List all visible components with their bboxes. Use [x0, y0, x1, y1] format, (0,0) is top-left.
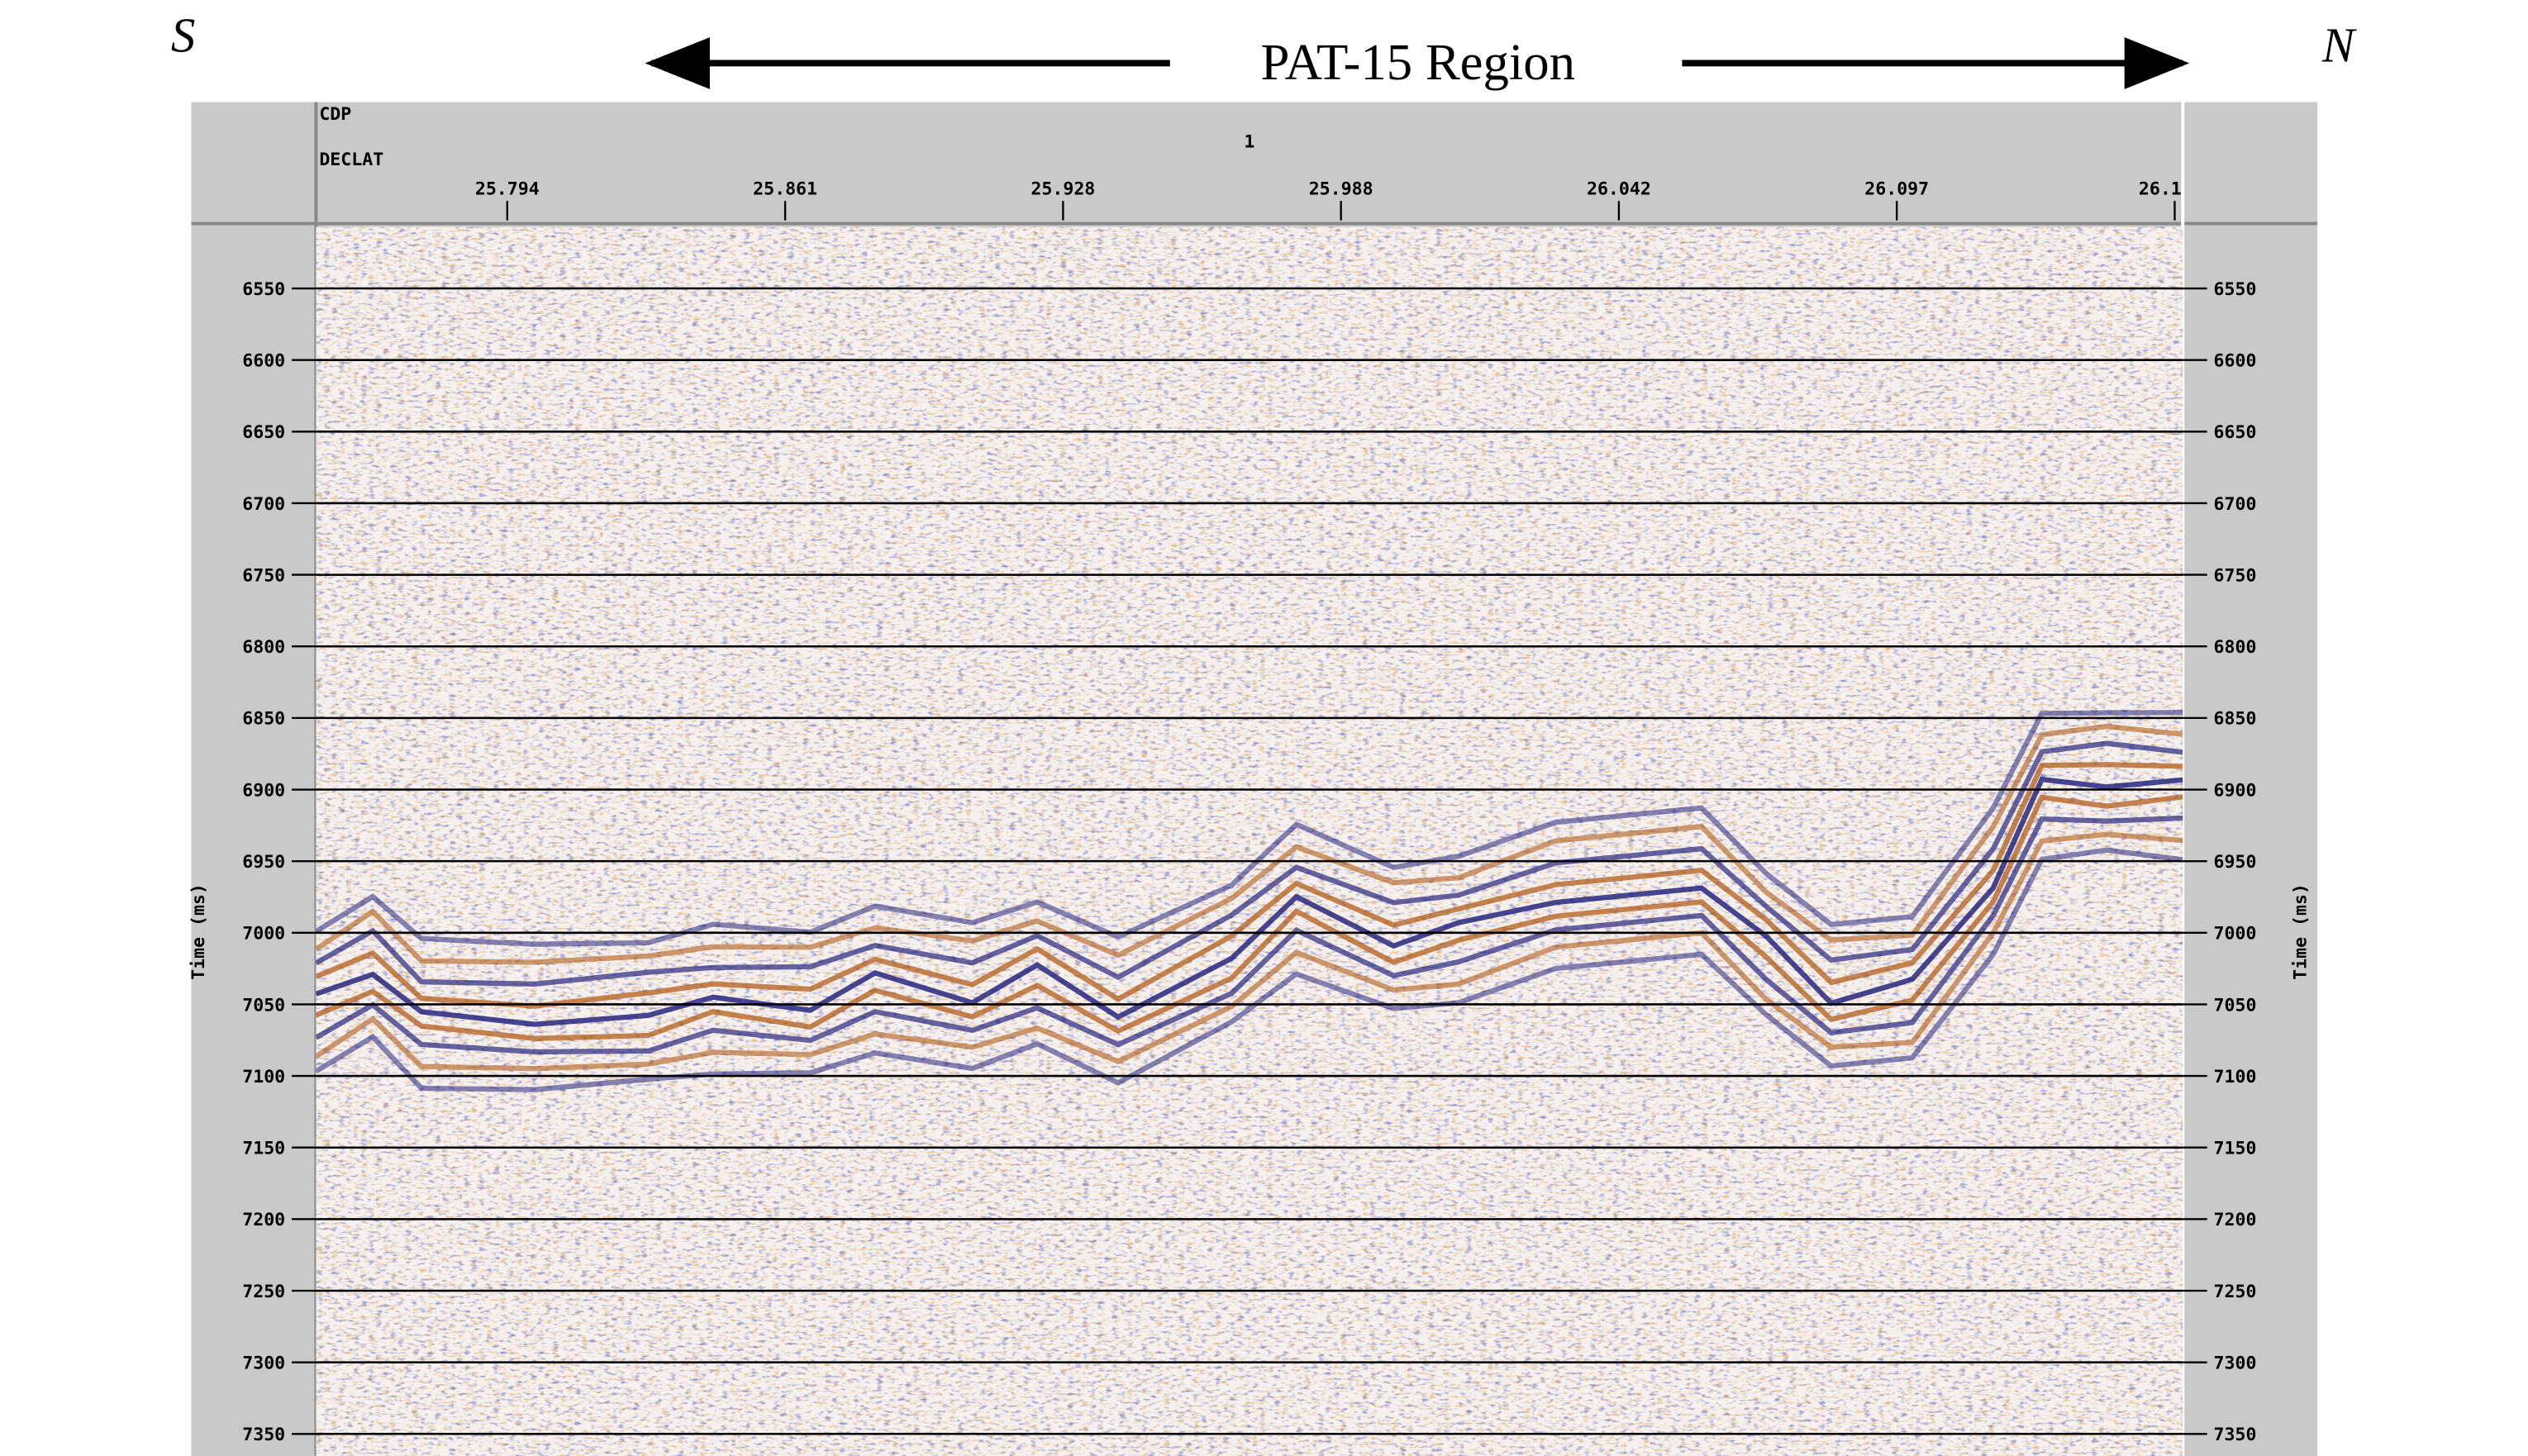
x-tick-label: 25.988: [1309, 178, 1373, 199]
reflector: [316, 847, 2183, 1092]
x-tick-label: 25.928: [1031, 178, 1095, 199]
y-tick-label: 7050: [242, 995, 285, 1016]
y-tick-label: 6650: [242, 422, 285, 443]
y-tick-label: 6600: [242, 351, 285, 372]
y-tick-label: 7300: [242, 1353, 285, 1373]
y-tick-label: 6950: [242, 852, 285, 873]
reflectors: [316, 710, 2183, 1092]
y-tick-label: 6800: [242, 637, 285, 658]
y-tick-label: 6750: [242, 565, 285, 586]
y-tick-label-right: 6850: [2214, 709, 2257, 730]
x-tick-label: 25.861: [753, 178, 817, 199]
y-tick-label: 6700: [242, 494, 285, 515]
y-tick-label-right: 6900: [2214, 780, 2257, 801]
y-tick-label-right: 6650: [2214, 422, 2257, 443]
region-title: PAT-15 Region: [1260, 33, 1575, 91]
y-tick-label: 7000: [242, 924, 285, 944]
y-tick-label: 7250: [242, 1282, 285, 1302]
reflector: [316, 776, 2183, 1027]
y-tick-label: 6550: [242, 279, 285, 300]
y-tick-label-right: 7250: [2214, 1282, 2257, 1302]
reflector: [316, 710, 2183, 947]
reflector: [316, 794, 2183, 1041]
noise-blue: [316, 226, 2183, 1456]
declat-label: DECLAT: [319, 150, 383, 170]
y-tick-label: 7350: [242, 1425, 285, 1445]
cdp-value: 1: [1244, 131, 1254, 152]
north-label: N: [2321, 19, 2357, 73]
y-tick-label-right: 6750: [2214, 565, 2257, 586]
y-tick-label-right: 7350: [2214, 1425, 2257, 1445]
y-tick-label: 7100: [242, 1067, 285, 1087]
x-tick-label: 26.1: [2139, 178, 2182, 199]
y-tick-label-right: 6600: [2214, 351, 2257, 372]
x-tick-label: 26.097: [1864, 178, 1929, 199]
y-tick-label-right: 6800: [2214, 637, 2257, 658]
x-tick-label: 26.042: [1587, 178, 1651, 199]
x-tick-label: 25.794: [475, 178, 540, 199]
y-tick-label-right: 6700: [2214, 494, 2257, 515]
y-axis-title: Time (ms): [188, 883, 209, 980]
y-tick-label-right: 6550: [2214, 279, 2257, 300]
reflector: [316, 762, 2183, 1009]
y-tick-label-right: 7150: [2214, 1139, 2257, 1159]
seismic-section: [316, 226, 2183, 1456]
reflector: [316, 831, 2183, 1072]
south-label: S: [171, 9, 195, 63]
y-tick-label-right: 7200: [2214, 1210, 2257, 1230]
y-tick-label: 6900: [242, 780, 285, 801]
y-tick-label-right: 7000: [2214, 924, 2257, 944]
cdp-label: CDP: [319, 104, 351, 125]
y-tick-label-right: 7100: [2214, 1067, 2257, 1087]
reflector: [316, 723, 2183, 965]
y-tick-label: 6850: [242, 709, 285, 730]
y-tick-label: 7150: [242, 1139, 285, 1159]
y-tick-label-right: 7050: [2214, 995, 2257, 1016]
y-tick-label-right: 6950: [2214, 852, 2257, 873]
y-axis-title-right: Time (ms): [2290, 883, 2311, 980]
y-tick-label: 7200: [242, 1210, 285, 1230]
y-tick-label-right: 7300: [2214, 1353, 2257, 1373]
